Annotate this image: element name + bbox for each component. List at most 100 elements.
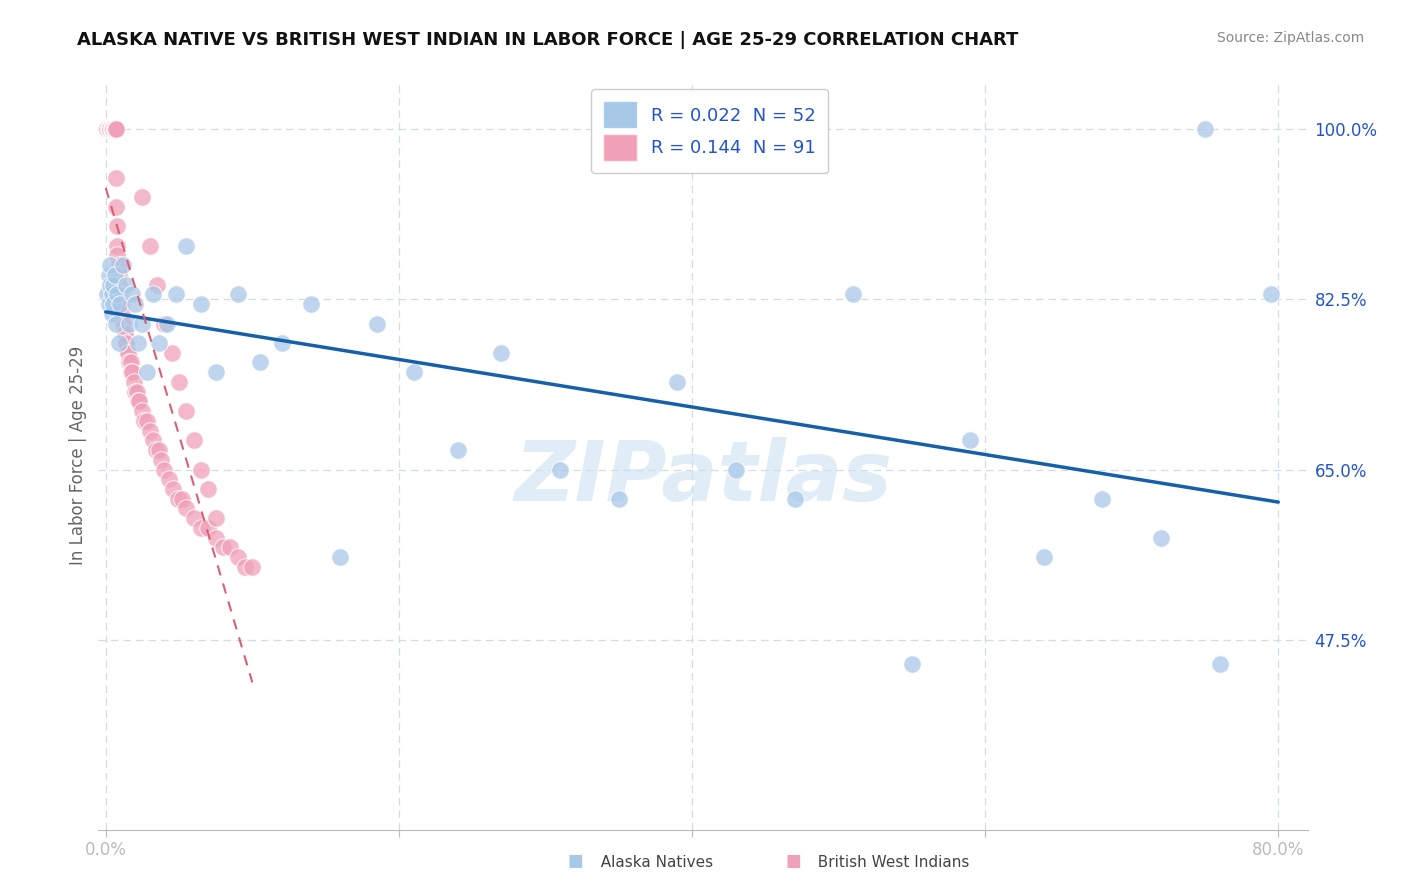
- Point: [101, 297, 124, 311]
- Point: [112, 317, 135, 331]
- Point: [112, 317, 135, 331]
- Point: [117, 345, 139, 359]
- Point: [1208, 657, 1230, 672]
- Point: [105, 170, 128, 185]
- Point: [101, 122, 124, 136]
- Point: [110, 287, 132, 301]
- Point: [233, 559, 256, 574]
- Point: [110, 287, 132, 301]
- Point: [491, 345, 513, 359]
- Point: [127, 394, 149, 409]
- Point: [101, 122, 124, 136]
- Point: [103, 268, 125, 282]
- Point: [150, 452, 173, 467]
- Point: [107, 287, 129, 301]
- Point: [111, 297, 134, 311]
- Point: [115, 277, 138, 292]
- Point: [176, 238, 198, 252]
- Point: [118, 317, 141, 331]
- Legend: R = 0.022  N = 52, R = 0.144  N = 91: R = 0.022 N = 52, R = 0.144 N = 91: [591, 89, 828, 173]
- Point: [112, 258, 135, 272]
- Point: [138, 424, 160, 438]
- Text: Source: ZipAtlas.com: Source: ZipAtlas.com: [1216, 31, 1364, 45]
- Point: [100, 307, 122, 321]
- Point: [127, 336, 149, 351]
- Point: [204, 365, 226, 379]
- Point: [101, 122, 124, 136]
- Point: [115, 336, 138, 351]
- Point: [107, 248, 129, 262]
- Point: [153, 317, 176, 331]
- Point: [197, 521, 219, 535]
- Point: [162, 482, 184, 496]
- Point: [219, 541, 242, 555]
- Point: [240, 559, 263, 574]
- Point: [100, 122, 122, 136]
- Text: ■: ■: [568, 852, 583, 870]
- Point: [153, 462, 176, 476]
- Point: [1091, 491, 1114, 506]
- Point: [1194, 122, 1216, 136]
- Point: [98, 122, 121, 136]
- Point: [98, 258, 121, 272]
- Point: [101, 122, 124, 136]
- Point: [97, 122, 120, 136]
- Point: [96, 122, 118, 136]
- Point: [108, 277, 131, 292]
- Y-axis label: In Labor Force | Age 25-29: In Labor Force | Age 25-29: [69, 345, 87, 565]
- Point: [120, 365, 142, 379]
- Point: [270, 336, 292, 351]
- Point: [183, 434, 205, 448]
- Point: [148, 443, 170, 458]
- Point: [176, 404, 198, 418]
- Point: [121, 365, 143, 379]
- Point: [148, 336, 170, 351]
- Text: ALASKA NATIVE VS BRITISH WEST INDIAN IN LABOR FORCE | AGE 25-29 CORRELATION CHAR: ALASKA NATIVE VS BRITISH WEST INDIAN IN …: [77, 31, 1019, 49]
- Text: Alaska Natives: Alaska Natives: [591, 855, 713, 870]
- Point: [204, 511, 226, 525]
- Point: [98, 122, 121, 136]
- Point: [142, 287, 165, 301]
- Point: [98, 122, 121, 136]
- Point: [157, 472, 180, 486]
- Point: [226, 550, 249, 565]
- Point: [124, 297, 146, 311]
- Point: [146, 277, 169, 292]
- Point: [226, 287, 249, 301]
- Point: [135, 365, 157, 379]
- Point: [402, 365, 425, 379]
- Point: [107, 238, 129, 252]
- Point: [122, 375, 145, 389]
- Point: [329, 550, 352, 565]
- Point: [197, 482, 219, 496]
- Point: [103, 122, 125, 136]
- Point: [167, 375, 190, 389]
- Point: [103, 122, 125, 136]
- Point: [783, 491, 806, 506]
- Point: [548, 462, 571, 476]
- Point: [212, 541, 235, 555]
- Point: [117, 345, 139, 359]
- Point: [120, 355, 142, 369]
- Point: [190, 462, 212, 476]
- Point: [100, 122, 122, 136]
- Point: [97, 268, 120, 282]
- Point: [170, 491, 193, 506]
- Point: [110, 297, 132, 311]
- Point: [97, 122, 120, 136]
- Point: [111, 307, 134, 321]
- Point: [901, 657, 924, 672]
- Point: [156, 317, 179, 331]
- Point: [190, 521, 212, 535]
- Point: [607, 491, 630, 506]
- Point: [128, 394, 150, 409]
- Point: [299, 297, 322, 311]
- Point: [101, 122, 124, 136]
- Point: [142, 434, 165, 448]
- Point: [959, 434, 981, 448]
- Point: [105, 122, 128, 136]
- Point: [114, 326, 136, 341]
- Point: [131, 317, 153, 331]
- Point: [103, 122, 125, 136]
- Point: [1150, 531, 1173, 545]
